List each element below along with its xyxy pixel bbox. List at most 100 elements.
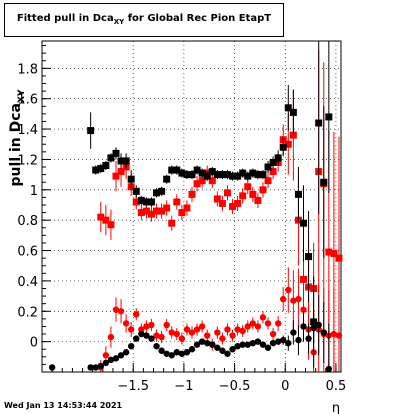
sigma_red-point [158,207,166,215]
mean_black-point [285,339,292,347]
mean_black-point [143,332,150,339]
sigma_red-point [137,209,145,217]
mean_red-point [224,326,231,333]
mean_black-point [274,338,282,345]
sigma_black-point [97,165,105,173]
sigma_red-point [229,203,237,210]
sigma_black-point [132,187,140,195]
mean_black-point [239,341,246,348]
mean_red-point [269,330,277,338]
mean_red-point [168,329,175,336]
y-tick-label: 1.6 [17,93,38,108]
mean_red-point [143,323,150,330]
sigma_red-point [325,248,333,256]
mean_black-point [198,338,206,345]
mean_black-point [305,335,312,342]
mean_black-point [214,344,221,351]
sigma_black-point [117,157,125,165]
mean_black-point [325,365,333,373]
sigma_black-point [112,149,120,157]
mean_black-point [117,352,125,359]
sigma_black-point [178,169,186,177]
sigma_black-point [223,171,231,179]
mean_red-point [183,326,191,333]
sigma_red-point [234,199,242,207]
sigma_red-point [183,204,191,212]
y-axis-title: pull in DcaXY [8,89,27,186]
mean_red-point [295,295,302,303]
sigma_red-point [188,190,196,198]
sigma_black-point [229,172,237,180]
mean_red-point [133,311,140,318]
chart-title-box: Fitted pull in DcaXY for Global Rec Pion… [4,3,284,37]
sigma_black-point [284,104,292,112]
sigma_black-point [158,187,166,195]
mean_black-point [102,359,110,367]
sigma_red-point [264,177,272,185]
x-tick-label: −1 [174,379,193,394]
sigma_black-point [305,253,313,261]
y-tick-label: 0.6 [17,245,38,260]
y-tick-label: 0.4 [17,275,38,290]
mean_black-point [254,338,262,345]
x-axis-title: η [332,401,340,414]
sigma_red-point [168,219,176,227]
mean_black-point [48,364,56,371]
sigma_red-point [142,207,150,215]
timestamp-label: Wed Jan 13 14:53:44 2021 [4,401,123,410]
mean_black-point [148,335,155,342]
x-tick-label: −0.5 [219,379,251,394]
mean_red-point [102,352,110,359]
mean_black-point [127,342,135,350]
sigma_black-point [87,127,95,135]
sigma_black-point [264,163,272,171]
y-tick-label: 1.4 [17,123,38,138]
sigma_black-point [168,166,176,174]
mean_black-point [209,341,216,348]
sigma_black-point [147,198,155,206]
mean_black-point [133,335,140,342]
x-tick-label: 0.5 [326,379,347,394]
mean_red-point [249,320,257,327]
sigma_black-point [254,171,262,179]
sigma_black-point [208,168,216,176]
sigma_black-point [325,113,333,121]
y-tick-label: 1.8 [17,62,38,77]
sigma_red-point [223,189,231,197]
sigma_red-point [153,207,161,215]
sigma_black-point [107,154,115,162]
sigma_black-point [299,219,307,227]
mean_red-point [290,297,297,304]
mean_black-point [280,336,287,344]
mean_red-point [330,330,338,338]
mean_red-point [214,329,221,336]
mean_red-point [198,323,206,330]
mean_red-point [259,314,267,321]
sigma_black-point [153,189,161,197]
sigma_red-point [284,140,292,148]
mean_black-point [122,349,130,356]
sigma_black-point [239,169,247,177]
mean_red-point [193,326,201,333]
sigma_red-point [213,195,221,203]
sigma_black-point [203,172,211,180]
mean_black-point [173,349,181,356]
mean_black-point [224,350,231,357]
plot-frame [41,40,342,373]
mean_red-point [173,330,181,338]
sigma_black-point [198,169,206,177]
mean_black-point [244,341,251,348]
mean_black-point [112,355,120,362]
data-points [48,41,343,373]
mean_black-point [229,346,236,353]
mean_black-point [264,344,272,351]
sigma_red-point [198,177,206,185]
mean_black-point [87,364,94,371]
sigma_red-point [193,180,201,188]
sigma_red-point [330,250,338,258]
mean_black-point [234,342,241,350]
sigma_black-point [249,169,257,177]
sigma_black-point [315,119,323,127]
y-tick-label: 1.2 [17,153,38,168]
